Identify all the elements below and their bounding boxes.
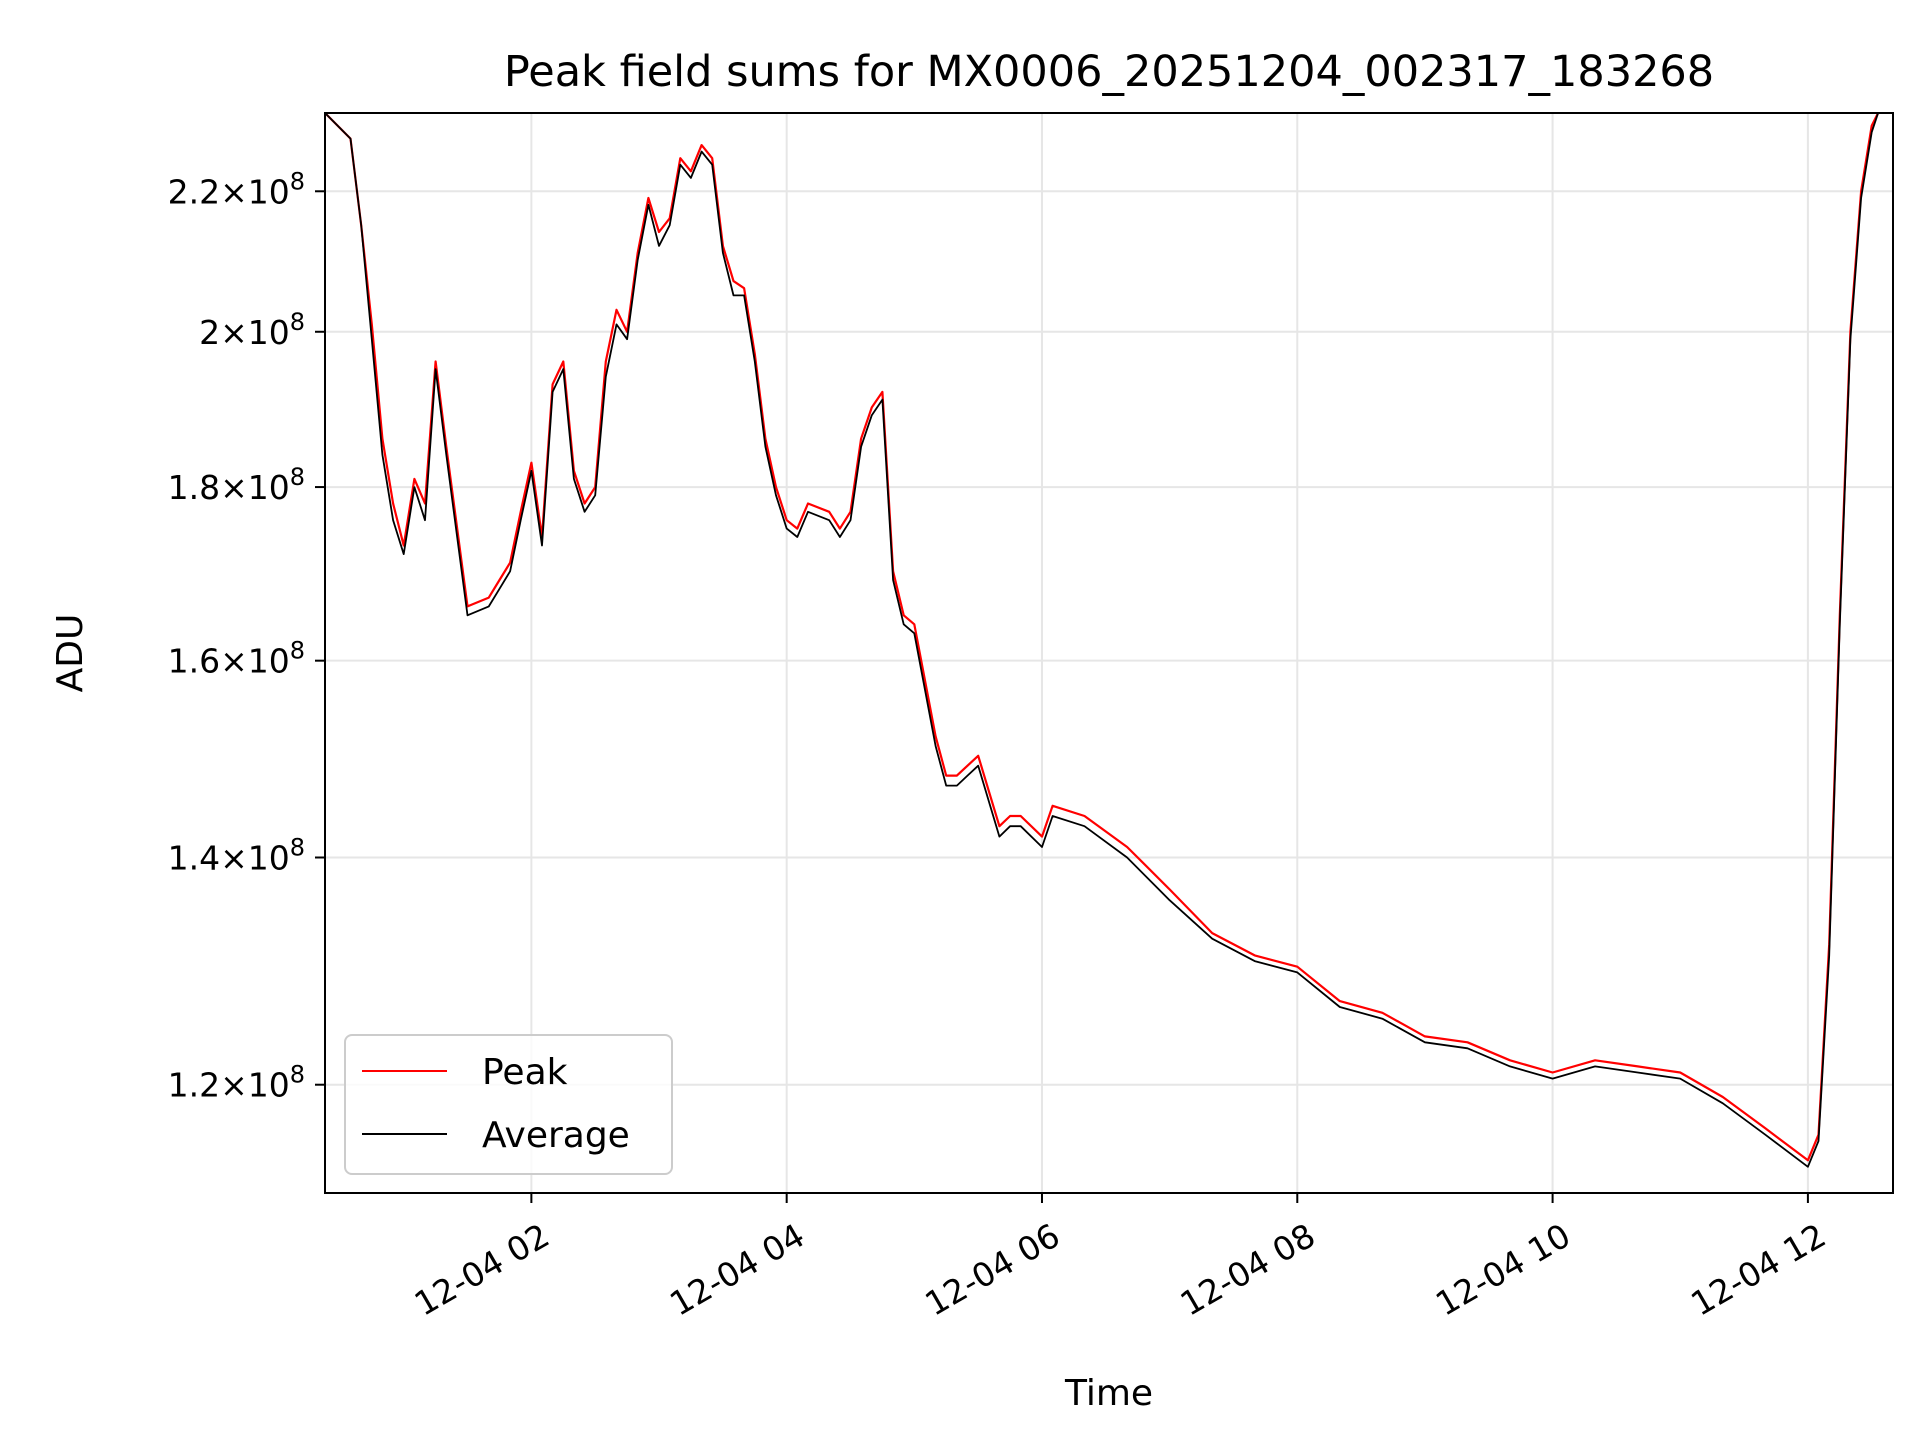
y-axis: 1.2×108 1.4×108 1.6×108 1.8×108 2×108 2.2×108 — [168, 167, 325, 1105]
series-layer — [325, 113, 1880, 1168]
y-tick-label: 2.2×108 — [168, 167, 305, 211]
legend-label-peak: Peak — [482, 1052, 568, 1093]
series-line-peak — [325, 113, 1880, 1162]
y-tick-label: 1.8×108 — [168, 463, 305, 507]
legend-label-average: Average — [482, 1115, 630, 1156]
y-tick-label: 1.2×108 — [168, 1061, 305, 1105]
y-tick-label: 1.6×108 — [168, 637, 305, 681]
legend-box — [344, 1034, 673, 1175]
x-axis-title: Time — [1064, 1373, 1153, 1414]
y-tick-label: 2×108 — [199, 308, 305, 352]
y-axis-title: ADU — [50, 614, 91, 693]
y-tick-label: 1.4×108 — [168, 833, 305, 877]
chart-title: Peak field sums for MX0006_20251204_0023… — [504, 47, 1714, 97]
plot-frame — [324, 112, 1894, 1194]
legend: Peak Average — [344, 1034, 673, 1175]
series-line-average — [325, 113, 1879, 1168]
